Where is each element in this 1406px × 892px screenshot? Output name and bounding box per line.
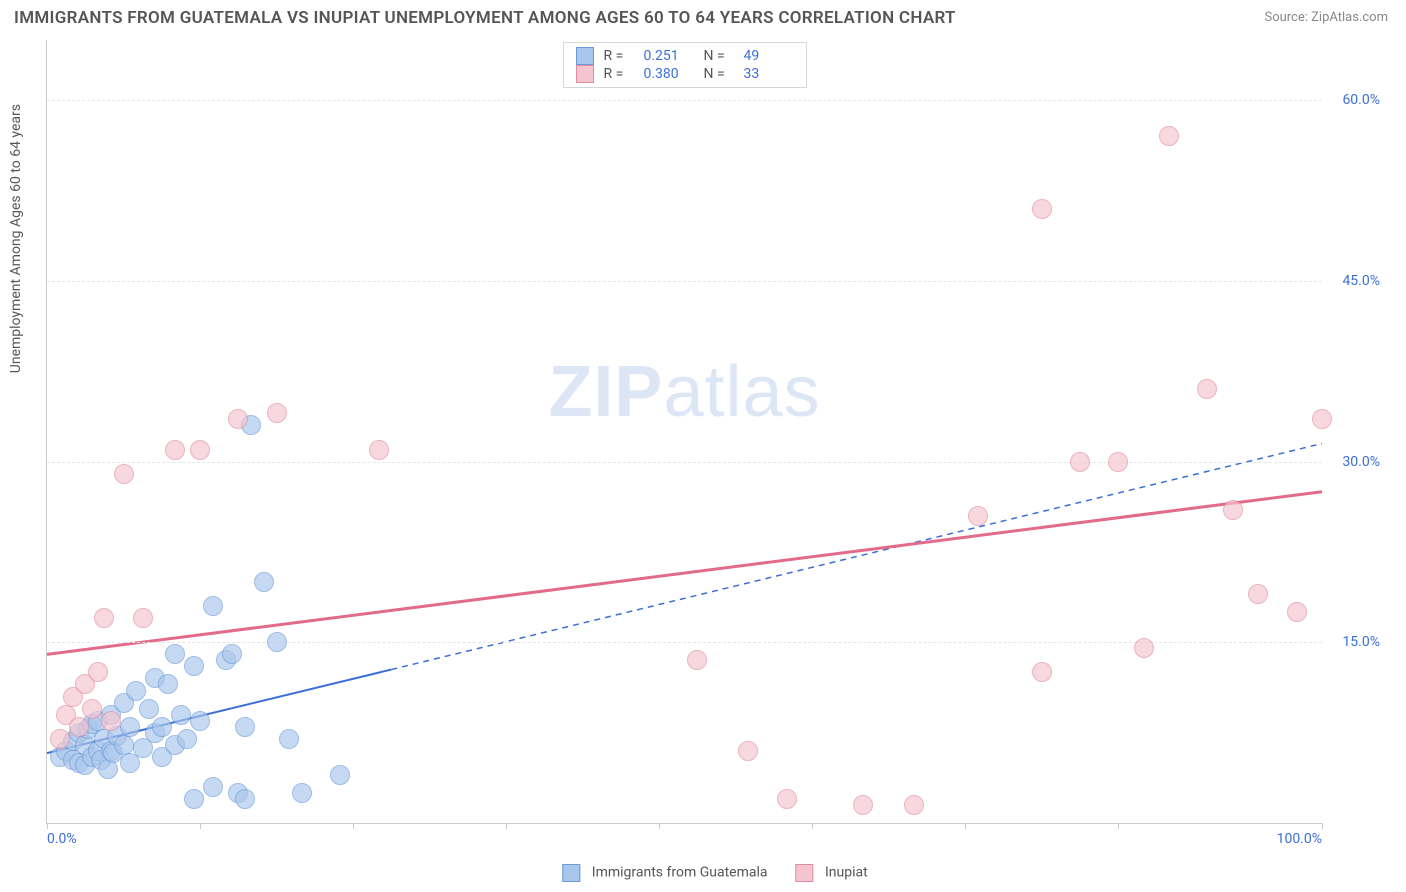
data-point (267, 403, 287, 423)
data-point (152, 717, 172, 737)
y-axis-label: Unemployment Among Ages 60 to 64 years (8, 104, 24, 373)
legend-item-0: Immigrants from Guatemala (562, 864, 767, 882)
x-tick-label: 0.0% (47, 831, 77, 847)
x-tick (812, 823, 813, 829)
data-point (738, 741, 758, 761)
data-point (50, 729, 70, 749)
data-point (1248, 584, 1268, 604)
gridline (47, 462, 1322, 463)
data-point (292, 783, 312, 803)
legend-swatch-blue (562, 864, 580, 882)
data-point (1108, 452, 1128, 472)
data-point (158, 674, 178, 694)
data-point (267, 632, 287, 652)
x-tick (1322, 823, 1323, 829)
x-tick (353, 823, 354, 829)
data-point (777, 789, 797, 809)
data-point (114, 464, 134, 484)
data-point (203, 596, 223, 616)
data-point (184, 656, 204, 676)
trend-lines (47, 40, 1322, 823)
data-point (190, 440, 210, 460)
data-point (88, 662, 108, 682)
data-point (235, 789, 255, 809)
x-tick (200, 823, 201, 829)
x-tick (506, 823, 507, 829)
data-point (222, 644, 242, 664)
data-point (228, 409, 248, 429)
source-label: Source: ZipAtlas.com (1264, 10, 1388, 25)
legend-swatch-pink (796, 864, 814, 882)
x-tick (1118, 823, 1119, 829)
data-point (82, 699, 102, 719)
legend-label-1: Inupiat (825, 865, 868, 881)
data-point (1070, 452, 1090, 472)
data-point (114, 735, 134, 755)
data-point (904, 795, 924, 815)
legend-label-0: Immigrants from Guatemala (592, 865, 768, 881)
data-point (254, 572, 274, 592)
data-point (94, 608, 114, 628)
data-point (1032, 662, 1052, 682)
data-point (369, 440, 389, 460)
chart-area: Unemployment Among Ages 60 to 64 years Z… (46, 40, 1384, 852)
y-tick-label: 45.0% (1342, 273, 1380, 289)
data-point (203, 777, 223, 797)
data-point (190, 711, 210, 731)
data-point (1287, 602, 1307, 622)
data-point (165, 440, 185, 460)
series-legend: Immigrants from Guatemala Inupiat (562, 864, 867, 882)
data-point (126, 681, 146, 701)
data-point (1223, 500, 1243, 520)
data-point (1197, 379, 1217, 399)
data-point (1134, 638, 1154, 658)
data-point (69, 717, 89, 737)
x-tick-label: 100.0% (1277, 831, 1322, 847)
data-point (1312, 409, 1332, 429)
data-point (330, 765, 350, 785)
data-point (235, 717, 255, 737)
data-point (171, 705, 191, 725)
data-point (853, 795, 873, 815)
x-tick (659, 823, 660, 829)
data-point (101, 711, 121, 731)
data-point (165, 644, 185, 664)
data-point (184, 789, 204, 809)
gridline (47, 100, 1322, 101)
data-point (1032, 199, 1052, 219)
data-point (133, 608, 153, 628)
gridline (47, 642, 1322, 643)
plot-area: ZIPatlas R = 0.251 N = 49 R = 0.380 N = … (46, 40, 1322, 824)
y-tick-label: 60.0% (1342, 92, 1380, 108)
x-tick (47, 823, 48, 829)
legend-item-1: Inupiat (796, 864, 868, 882)
data-point (968, 506, 988, 526)
y-tick-label: 30.0% (1342, 454, 1380, 470)
data-point (120, 717, 140, 737)
x-tick (965, 823, 966, 829)
data-point (177, 729, 197, 749)
gridline (47, 281, 1322, 282)
data-point (687, 650, 707, 670)
y-tick-label: 15.0% (1342, 634, 1380, 650)
data-point (1159, 126, 1179, 146)
data-point (139, 699, 159, 719)
chart-title: IMMIGRANTS FROM GUATEMALA VS INUPIAT UNE… (14, 8, 956, 28)
data-point (279, 729, 299, 749)
